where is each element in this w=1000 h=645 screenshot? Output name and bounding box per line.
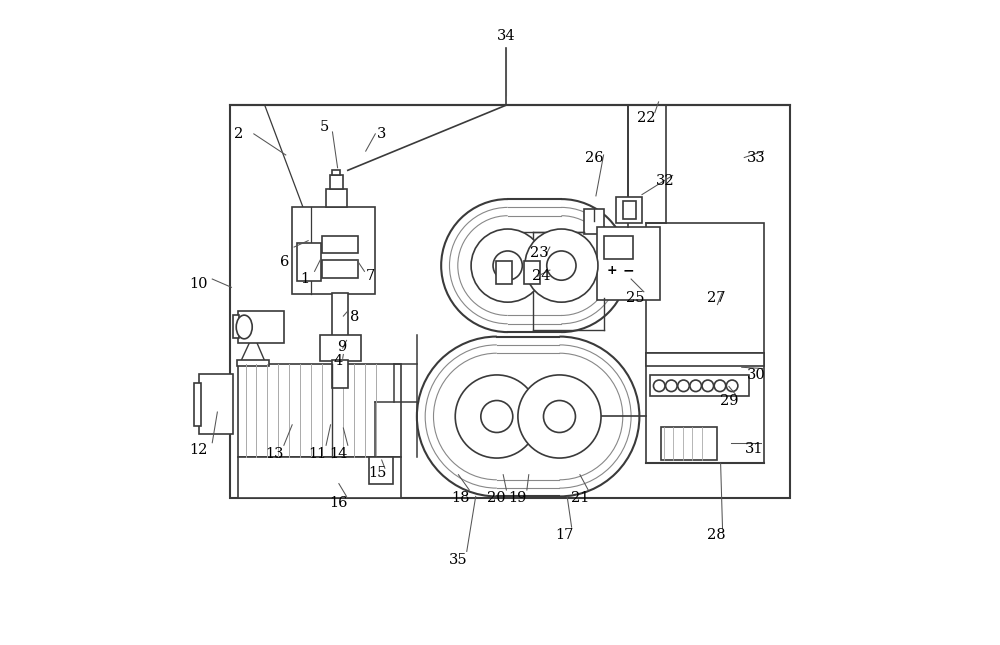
Text: 18: 18 [451,491,470,505]
Text: 29: 29 [720,393,738,408]
Text: 13: 13 [265,446,284,461]
Bar [616,197,642,223]
Bar [237,360,269,366]
Bar [623,201,636,219]
Bar [332,170,340,175]
Text: 33: 33 [746,150,765,164]
Circle shape [666,380,677,392]
Text: +: + [607,264,617,277]
Bar [332,360,348,388]
Circle shape [471,229,544,302]
Bar [661,427,717,460]
Text: 5: 5 [320,121,329,134]
Text: 26: 26 [585,150,604,164]
Circle shape [481,401,513,433]
Text: 14: 14 [329,446,347,461]
Text: 31: 31 [745,442,764,456]
Bar [297,243,321,281]
Bar [584,209,604,234]
Text: 2: 2 [234,127,244,141]
Bar [650,375,749,396]
Bar [238,311,284,343]
Bar [292,208,375,293]
Ellipse shape [236,315,252,339]
Text: 27: 27 [707,291,725,305]
Bar [238,364,401,457]
Text: 24: 24 [532,270,551,283]
Bar [230,105,790,499]
Text: 30: 30 [746,368,765,382]
Text: 25: 25 [626,291,645,305]
Circle shape [702,380,714,392]
Text: 3: 3 [377,127,386,141]
Text: 23: 23 [530,246,549,261]
Text: 9: 9 [337,340,346,354]
Circle shape [525,229,598,302]
Bar [524,261,540,284]
Bar [322,260,358,278]
Circle shape [726,380,738,392]
Text: 11: 11 [308,446,326,461]
Bar [199,373,233,434]
Circle shape [543,401,575,433]
Circle shape [678,380,689,392]
Circle shape [455,375,538,458]
Circle shape [653,380,665,392]
Circle shape [690,380,701,392]
Bar [238,457,401,499]
Bar [233,315,239,339]
Text: 1: 1 [300,272,310,286]
Text: 28: 28 [707,528,725,542]
Bar [369,457,393,484]
Bar [330,175,343,190]
Circle shape [518,375,601,458]
Bar [604,236,633,259]
Circle shape [493,251,522,280]
Bar [322,235,358,253]
Text: 7: 7 [366,270,375,283]
Text: 8: 8 [350,310,359,324]
Bar [597,226,660,300]
Text: 17: 17 [555,528,573,542]
Circle shape [547,251,576,280]
Bar [646,353,764,366]
Bar [326,190,347,208]
Text: 10: 10 [189,277,207,291]
Text: 12: 12 [189,443,207,457]
Bar [194,382,201,426]
Bar [332,293,348,337]
Text: 15: 15 [368,466,386,480]
Text: 20: 20 [487,491,506,505]
Circle shape [714,380,726,392]
Bar [320,335,361,361]
Text: 34: 34 [497,29,516,43]
Text: −: − [622,263,634,277]
Text: 6: 6 [280,255,289,269]
Bar [496,261,512,284]
Text: 19: 19 [509,491,527,505]
Text: 16: 16 [329,496,347,510]
Text: 21: 21 [571,491,589,505]
Text: 22: 22 [637,111,655,125]
Text: 32: 32 [656,174,674,188]
Bar [646,223,764,463]
Text: 4: 4 [334,354,343,368]
Text: 35: 35 [449,553,468,568]
